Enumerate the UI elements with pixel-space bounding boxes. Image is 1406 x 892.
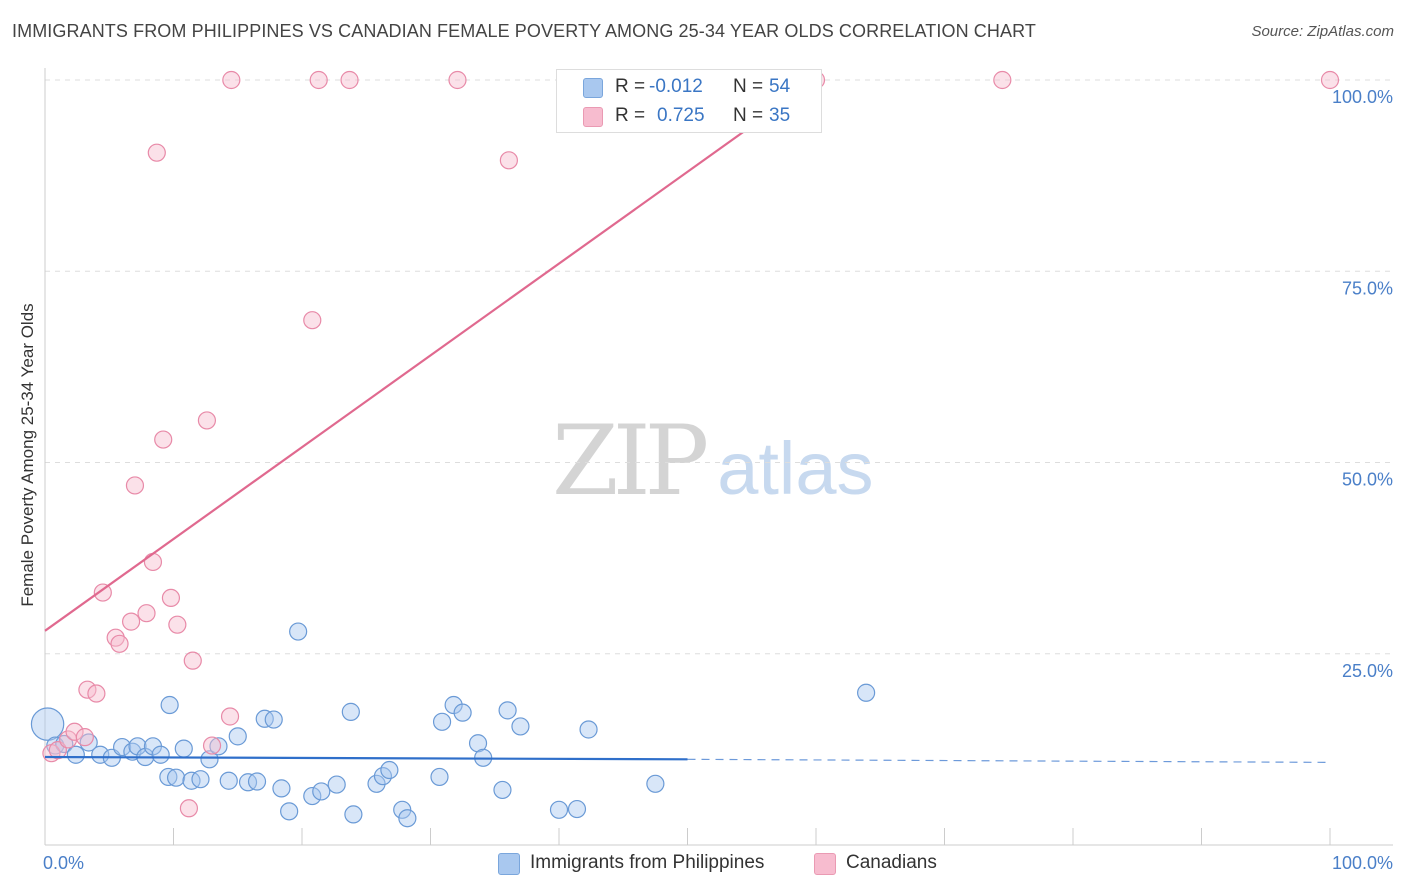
philippines-point xyxy=(264,710,283,729)
philippines-point xyxy=(112,737,132,757)
philippines-trend-line xyxy=(44,755,688,761)
philippines-point xyxy=(453,703,472,722)
legend-swatch-philippines xyxy=(583,78,603,98)
canadians-point xyxy=(197,411,217,430)
y-tick-label: 75.0% xyxy=(1342,278,1393,298)
y-tick-label: 100.0% xyxy=(1332,87,1393,107)
legend-r-label: R = xyxy=(615,76,646,97)
philippines-point xyxy=(432,712,452,731)
philippines-trend-extension xyxy=(687,758,1331,763)
x-tick-label: 100.0% xyxy=(1332,853,1393,873)
legend-n-value-philippines: 54 xyxy=(769,76,791,97)
philippines-point xyxy=(493,780,512,800)
philippines-point xyxy=(567,799,587,819)
legend-label-philippines: Immigrants from Philippines xyxy=(530,852,765,873)
philippines-point xyxy=(646,774,665,793)
philippines-point xyxy=(511,717,530,736)
philippines-point xyxy=(191,770,210,789)
philippines-point xyxy=(341,702,360,721)
legend-r-label: R = xyxy=(615,105,646,126)
philippines-point xyxy=(327,775,346,794)
philippines-point xyxy=(200,750,219,769)
philippines-point xyxy=(247,772,267,791)
canadians-point xyxy=(303,311,322,330)
philippines-point xyxy=(209,737,228,756)
philippines-point xyxy=(857,683,876,702)
philippines-point xyxy=(219,771,238,790)
philippines-point xyxy=(174,739,193,758)
canadians-point xyxy=(143,552,163,572)
canadians-point xyxy=(309,70,328,90)
series-legend: Immigrants from Philippines Canadians xyxy=(0,850,1406,880)
canadians-point xyxy=(110,634,129,653)
philippines-point xyxy=(430,767,449,787)
philippines-point xyxy=(166,768,186,787)
canadians-point xyxy=(93,583,112,602)
philippines-point xyxy=(289,622,308,641)
philippines-point xyxy=(272,779,291,798)
canadians-point xyxy=(154,430,173,449)
philippines-point xyxy=(160,695,179,715)
x-tick-label: 0.0% xyxy=(43,853,84,873)
chart-title: IMMIGRANTS FROM PHILIPPINES VS CANADIAN … xyxy=(12,21,1036,41)
philippines-point xyxy=(579,720,598,739)
watermark: ZIP atlas xyxy=(552,405,874,517)
canadians-point xyxy=(179,799,199,818)
legend-n-label: N = xyxy=(733,105,764,126)
canadians-trend-line xyxy=(44,79,817,632)
philippines-point xyxy=(303,786,322,806)
philippines-point xyxy=(159,767,178,787)
canadians-point xyxy=(993,70,1012,90)
canadians-point xyxy=(220,707,240,726)
canadians-point xyxy=(202,736,222,755)
philippines-point xyxy=(380,760,399,780)
philippines-point xyxy=(30,707,65,741)
canadians-point xyxy=(125,476,145,495)
legend-r-value-philippines: -0.012 xyxy=(649,76,703,97)
canadians-point xyxy=(1320,70,1340,90)
philippines-point xyxy=(280,802,299,821)
canadians-point xyxy=(147,143,166,162)
philippines-point xyxy=(66,745,85,764)
correlation-legend: R = -0.012 N = 54 R = 0.725 N = 35 xyxy=(556,69,822,133)
philippines-point xyxy=(91,745,110,764)
legend-n-label: N = xyxy=(733,76,764,97)
legend-label-canadians: Canadians xyxy=(846,852,937,873)
canadians-point xyxy=(65,722,84,741)
legend-r-value-canadians: 0.725 xyxy=(657,105,705,126)
philippines-point xyxy=(498,701,517,720)
legend-row-canadians: R = 0.725 N = 35 xyxy=(557,101,821,131)
philippines-point xyxy=(312,782,331,801)
canadians-point xyxy=(499,151,518,170)
watermark-zip: ZIP xyxy=(552,405,709,517)
watermark-atlas: atlas xyxy=(717,427,874,510)
philippines-point xyxy=(151,745,170,764)
legend-n-value-canadians: 35 xyxy=(769,105,791,126)
canadians-point xyxy=(87,684,106,703)
y-tick-label: 50.0% xyxy=(1342,470,1393,490)
canadians-point xyxy=(448,70,467,90)
source-label: Source: ZipAtlas.com xyxy=(1251,23,1394,40)
philippines-point xyxy=(344,805,363,824)
philippines-point xyxy=(398,809,417,828)
canadians-point xyxy=(340,70,359,90)
canadians-point xyxy=(222,70,241,90)
legend-swatch-philippines xyxy=(498,853,520,875)
legend-row-philippines: R = -0.012 N = 54 xyxy=(557,72,821,102)
philippines-point xyxy=(549,800,569,819)
canadians-point xyxy=(75,728,94,747)
canadians-point xyxy=(121,612,141,631)
legend-swatch-canadians xyxy=(583,107,603,127)
legend-swatch-canadians xyxy=(814,853,836,875)
philippines-point xyxy=(228,727,247,746)
canadians-point xyxy=(78,680,97,699)
canadians-point xyxy=(183,651,202,670)
canadians-point xyxy=(168,615,187,634)
canadians-point xyxy=(161,588,181,608)
canadians-point xyxy=(137,604,156,623)
philippines-point xyxy=(182,771,201,790)
y-tick-label: 25.0% xyxy=(1342,661,1393,681)
